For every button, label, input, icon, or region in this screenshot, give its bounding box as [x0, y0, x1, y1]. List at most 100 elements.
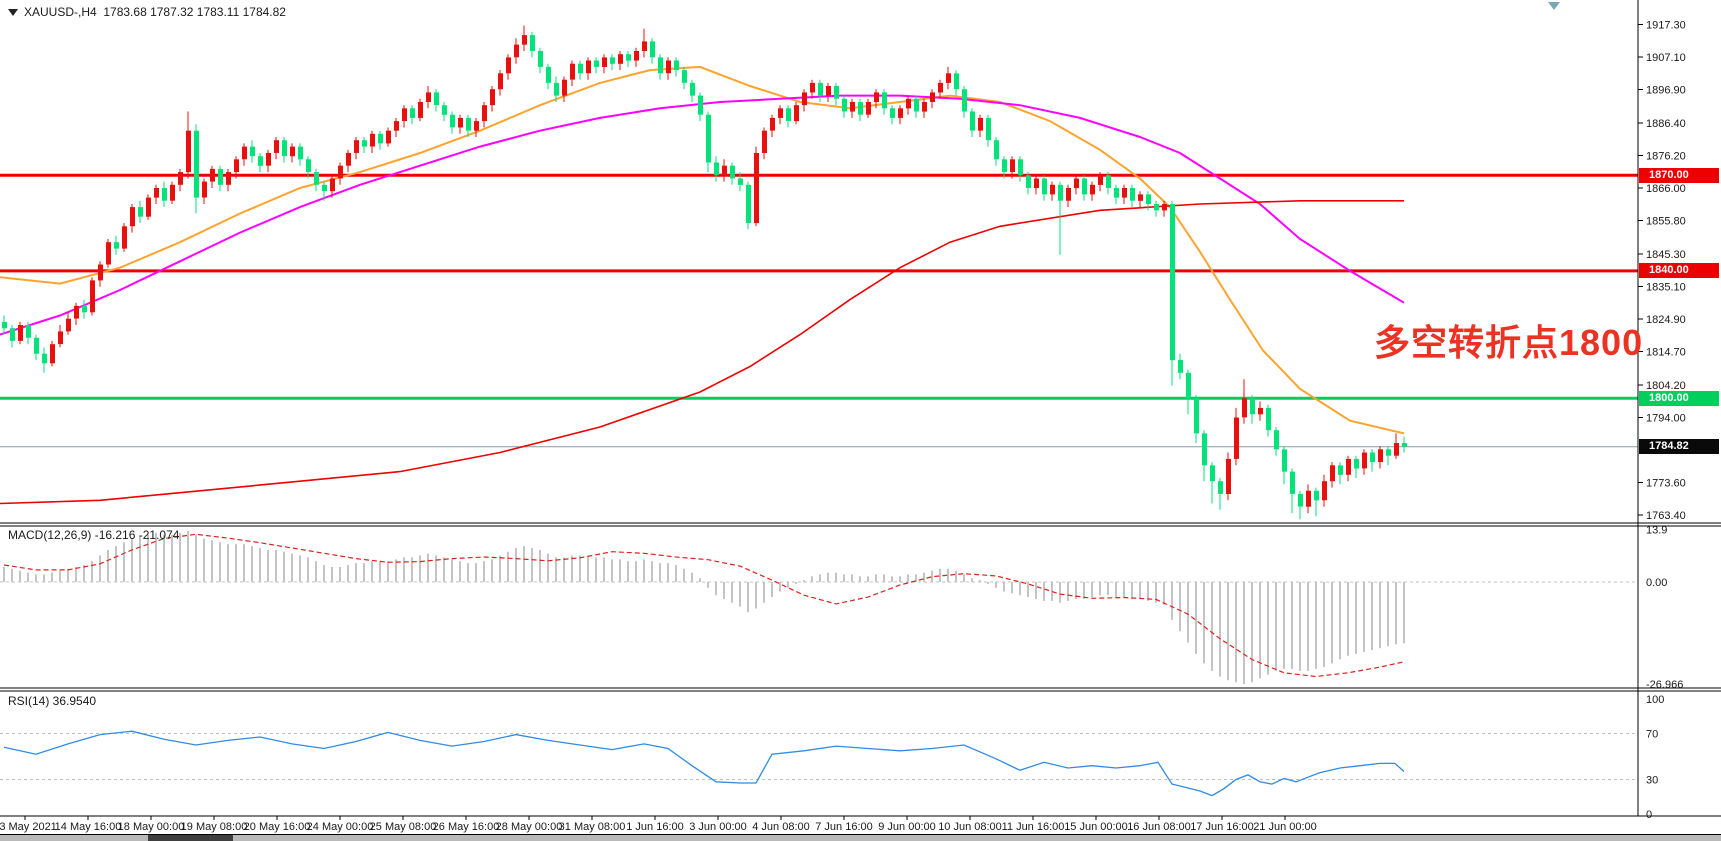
candle	[706, 114, 711, 163]
bottom-status-strip-segment	[148, 835, 233, 841]
candle	[954, 73, 959, 90]
candle	[274, 140, 279, 153]
rsi-line	[3, 730, 1405, 797]
ma-fast-orange	[0, 65, 1405, 435]
candle	[1202, 433, 1207, 466]
candle	[330, 178, 335, 192]
axis-tick-label: 17 Jun 16:00	[1190, 821, 1254, 833]
candle	[1074, 178, 1079, 189]
candle	[1266, 407, 1271, 431]
candle	[218, 168, 223, 185]
candle	[586, 60, 591, 74]
candle	[1002, 159, 1007, 172]
candle	[1362, 452, 1367, 469]
axis-tick-label: 10 Jun 08:00	[938, 821, 1002, 833]
annotation-text: 多空转折点1800	[1374, 322, 1644, 363]
candle	[1250, 398, 1255, 415]
candle	[842, 98, 847, 112]
level-label-1840[interactable]: 1840.00	[1639, 263, 1719, 278]
candle	[1122, 188, 1127, 198]
candle	[354, 140, 359, 153]
price-axis[interactable]: 1917.30 1907.10 1896.90 1886.40 1876.20 1866.…	[1638, 20, 1686, 822]
axis-tick-label: 18 May 00:00	[118, 821, 185, 833]
candle	[322, 184, 327, 192]
axis-tick-label: 0.00	[1646, 577, 1667, 589]
candle	[906, 98, 911, 109]
candle	[178, 172, 183, 185]
candle	[530, 35, 535, 51]
candle	[434, 92, 439, 106]
candle	[250, 146, 255, 157]
candle	[82, 305, 87, 313]
candle	[786, 108, 791, 121]
candle	[994, 140, 999, 160]
axis-tick-label: 16 Jun 08:00	[1127, 821, 1191, 833]
candle	[858, 102, 863, 115]
axis-tick-label: 70	[1646, 729, 1658, 741]
candle	[922, 102, 927, 112]
candle	[1082, 178, 1087, 195]
candle	[826, 86, 831, 96]
candle	[386, 130, 391, 144]
candle	[850, 102, 855, 112]
candle	[1018, 159, 1023, 176]
candle	[770, 117, 775, 131]
candle	[1354, 458, 1359, 469]
candle	[50, 344, 55, 364]
candle	[98, 264, 103, 281]
axis-tick-label: 13 May 2021	[0, 821, 57, 833]
axis-tick-label: 15 Jun 00:00	[1064, 821, 1128, 833]
axis-tick-label: 100	[1646, 694, 1664, 706]
candle	[626, 54, 631, 61]
candle	[962, 89, 967, 112]
candle	[210, 168, 215, 182]
candle	[546, 66, 551, 83]
ohlc-readout: 1783.68 1787.32 1783.11 1784.82	[103, 5, 286, 19]
candle	[146, 197, 151, 217]
symbol-dropdown-icon[interactable]	[8, 9, 18, 16]
candle	[714, 162, 719, 176]
candle	[338, 165, 343, 179]
candle	[1210, 465, 1215, 482]
candle	[194, 130, 199, 198]
axis-tick-label: 1896.90	[1646, 85, 1686, 97]
level-label-1800[interactable]: 1800.00	[1639, 391, 1719, 406]
candlestick-layer[interactable]	[2, 25, 1407, 520]
candle	[1330, 465, 1335, 482]
candle	[802, 92, 807, 106]
axis-tick-label: 28 May 00:00	[496, 821, 563, 833]
candle	[122, 226, 127, 249]
moving-average-lines	[0, 65, 1405, 505]
axis-tick-label: -26.966	[1646, 679, 1683, 691]
candle	[1346, 458, 1351, 475]
candle	[818, 82, 823, 96]
candle	[1026, 175, 1031, 188]
candle	[498, 73, 503, 90]
candle	[1282, 449, 1287, 472]
candle	[1370, 452, 1375, 463]
candle	[882, 92, 887, 109]
candle	[1034, 178, 1039, 189]
candle	[1178, 360, 1183, 373]
candle	[170, 184, 175, 201]
candle	[1162, 204, 1167, 211]
candle	[26, 325, 31, 338]
chart-shift-marker-icon[interactable]	[1548, 2, 1560, 10]
axis-tick-label: 7 Jun 16:00	[815, 821, 873, 833]
candle	[1138, 194, 1143, 201]
candle	[1066, 188, 1071, 201]
axis-tick-label: 30	[1646, 775, 1658, 787]
candle	[930, 92, 935, 102]
candle	[66, 318, 71, 332]
macd-panel[interactable]	[0, 530, 1638, 685]
candle	[1322, 481, 1327, 501]
candle	[594, 60, 599, 67]
level-label-1870[interactable]: 1870.00	[1639, 168, 1719, 183]
candle	[898, 108, 903, 118]
rsi-panel[interactable]	[0, 730, 1638, 797]
candle	[130, 207, 135, 227]
candle	[410, 108, 415, 118]
candle	[834, 86, 839, 99]
